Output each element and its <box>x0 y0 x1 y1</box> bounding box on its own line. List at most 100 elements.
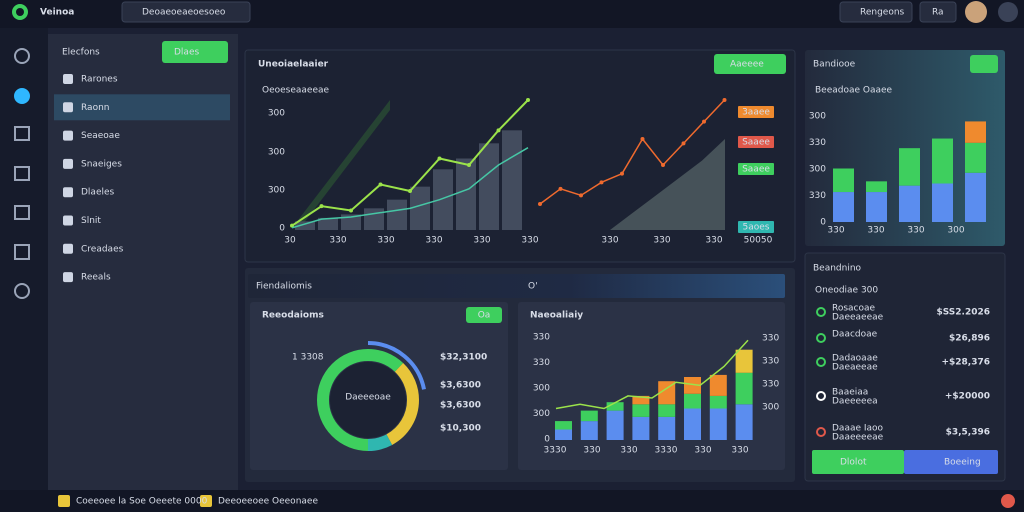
x-label: 330 <box>907 226 924 236</box>
panel-subtitle: Oeoeseaaeeae <box>262 86 330 96</box>
y-label: 0 <box>279 224 285 234</box>
tag <box>738 221 774 233</box>
sidebar-item[interactable]: Snaeiges <box>81 159 122 169</box>
notification-icon[interactable] <box>1001 494 1015 508</box>
bar <box>433 169 453 230</box>
x-label: 330 <box>329 236 346 246</box>
line-point <box>599 180 604 185</box>
line-point <box>579 193 583 198</box>
top-small-label: Ra <box>932 8 944 18</box>
rail-icon[interactable] <box>14 205 30 220</box>
stack-bar <box>899 148 920 186</box>
line-point <box>681 141 686 146</box>
x-label: 330 <box>827 226 844 236</box>
row-icon <box>816 357 826 367</box>
panel-button-label: Oa <box>478 311 491 321</box>
row-icon <box>816 427 826 437</box>
list-button-right[interactable] <box>904 450 998 474</box>
sidebar-item[interactable]: Seaeoae <box>81 131 120 141</box>
x-label: 300 <box>947 226 964 236</box>
y-label: 330 <box>762 357 779 367</box>
rail-icon[interactable] <box>14 48 30 64</box>
sidebar-item[interactable]: Creadaes <box>81 244 124 254</box>
sidebar-item[interactable]: Reeals <box>81 273 111 283</box>
button-label[interactable]: Boeeing <box>944 458 981 468</box>
stack-bar <box>833 168 854 193</box>
panel-title: Uneoiaelaaier <box>258 60 329 70</box>
row-value: +$28,376 <box>941 358 990 368</box>
line-point <box>408 189 412 193</box>
area <box>610 139 725 230</box>
row-icon <box>816 307 826 317</box>
sidebar-item-icon <box>63 74 73 84</box>
donut-hole <box>330 362 406 438</box>
row-name: Daacdoae <box>832 330 878 340</box>
y-label: 300 <box>268 186 285 196</box>
bar <box>479 143 499 230</box>
x-label: 3330 <box>655 446 678 456</box>
footer-icon <box>200 495 212 507</box>
stack-bar <box>709 374 727 396</box>
section-title: Fiendaliomis <box>256 282 312 292</box>
rail-icon[interactable] <box>14 283 30 299</box>
x-label: 330 <box>705 236 722 246</box>
panel-title: Beandnino <box>813 264 862 274</box>
rail-icon[interactable] <box>14 126 30 141</box>
line-point <box>290 223 294 228</box>
search-box[interactable] <box>121 1 251 23</box>
line-point <box>319 204 324 209</box>
x-label: 330 <box>731 446 748 456</box>
sidebar-item[interactable]: Slnit <box>81 216 101 226</box>
stack-button[interactable] <box>970 55 998 73</box>
button-label[interactable]: Dlolot <box>840 458 867 468</box>
stack-bar <box>965 142 986 173</box>
stack-bar <box>965 172 986 222</box>
bar <box>387 199 407 230</box>
top-small-button[interactable] <box>919 1 957 23</box>
line-point <box>538 202 542 206</box>
stack-bar <box>658 416 676 440</box>
sidebar-item[interactable]: Raonn <box>81 103 110 113</box>
sidebar-title: Elecfons <box>62 48 100 58</box>
x-label: 330 <box>601 236 618 246</box>
y-label: 330 <box>533 358 550 368</box>
stack-panel <box>805 50 1005 246</box>
stack-bar <box>833 192 854 222</box>
x-label: 330 <box>583 446 600 456</box>
stack-bar <box>632 395 650 405</box>
row-value: +$20000 <box>945 392 990 402</box>
donut-segment <box>317 349 419 451</box>
donut-label: $10,300 <box>440 424 481 434</box>
list-button-left[interactable] <box>812 450 904 474</box>
line-point <box>620 171 624 176</box>
rail-icon[interactable] <box>14 244 30 260</box>
rail-icon[interactable] <box>14 88 30 104</box>
bar <box>364 208 384 230</box>
footer <box>0 490 1024 512</box>
stack-bar <box>606 410 624 440</box>
stack-bar <box>735 372 753 405</box>
y-label: 330 <box>809 191 826 201</box>
sidebar-item-icon <box>63 158 73 169</box>
stack-bar <box>632 404 650 417</box>
stack-bar <box>555 429 572 440</box>
avatar-2[interactable] <box>998 2 1018 22</box>
sidebar-item-icon <box>63 130 73 141</box>
donut-button[interactable] <box>466 307 502 323</box>
sidebar-button-label: Dlaes <box>174 48 199 58</box>
top-button[interactable] <box>839 1 913 23</box>
row-detail: Daeaeeae <box>832 363 878 373</box>
stack-bar <box>735 349 753 373</box>
row-name: Daaae Iaoo <box>832 424 884 434</box>
rail-icon[interactable] <box>14 166 30 181</box>
donut-center: Daeeeoae <box>345 393 391 403</box>
sidebar-item[interactable]: Dlaeles <box>81 188 115 198</box>
tag <box>738 136 774 148</box>
sidebar-button[interactable] <box>162 41 228 63</box>
main-button[interactable] <box>714 54 786 74</box>
sidebar-item[interactable]: Rarones <box>81 75 118 85</box>
tag-label: 5aoes <box>743 223 770 233</box>
avatar[interactable] <box>965 1 987 23</box>
rail-icons <box>14 48 30 299</box>
y-label: 300 <box>533 384 550 394</box>
